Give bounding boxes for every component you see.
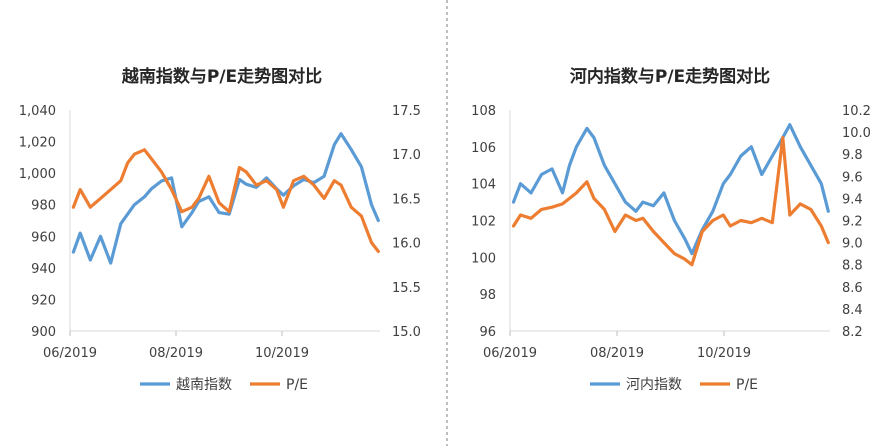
y-right-tick-label: 9.6 — [842, 170, 863, 185]
y-left-tick-label: 900 — [31, 325, 56, 340]
series-line-pe — [71, 148, 380, 253]
series-line-index — [71, 132, 380, 265]
y-right-tick-label: 8.2 — [842, 325, 863, 340]
y-right-tick-label: 10.2 — [842, 104, 871, 119]
y-right-tick-label: 9.0 — [842, 237, 863, 252]
y-right-tick-label: 8.8 — [842, 259, 863, 274]
y-left-tick-label: 100 — [471, 251, 496, 266]
legend-label: 河内指数 — [626, 377, 682, 393]
y-right-tick-label: 9.8 — [842, 148, 863, 163]
y-left-tick-label: 96 — [479, 325, 496, 340]
y-left-tick-label: 1,020 — [19, 136, 56, 151]
series-line-pe — [511, 136, 830, 267]
chart-title: 河内指数与P/E走势图对比 — [570, 66, 770, 87]
chart-title: 越南指数与P/E走势图对比 — [121, 66, 322, 87]
legend-label: P/E — [286, 377, 308, 393]
y-left-tick-label: 104 — [471, 178, 496, 193]
y-right-tick-label: 16.5 — [392, 192, 421, 207]
x-tick-label: 08/2019 — [149, 346, 203, 361]
x-tick-label: 10/2019 — [255, 346, 309, 361]
x-tick-label: 08/2019 — [590, 346, 644, 361]
y-right-tick-label: 8.4 — [842, 303, 863, 318]
y-right-tick-label: 9.4 — [842, 192, 863, 207]
y-left-tick-label: 960 — [31, 230, 56, 245]
hnx-index-chart: 河内指数与P/E走势图对比 96 98 100 102 104 106 108 8.2 8.4 8… — [471, 66, 871, 393]
y-left-tick-label: 102 — [471, 215, 496, 230]
y-left-tick-label: 940 — [31, 262, 56, 277]
y-left-tick-label: 1,000 — [19, 167, 56, 182]
x-tick-label: 06/2019 — [483, 346, 537, 361]
y-right-tick-label: 10.0 — [842, 126, 871, 141]
x-tick-label: 06/2019 — [43, 346, 97, 361]
y-left-tick-label: 108 — [471, 104, 496, 119]
y-right-tick-label: 17.0 — [392, 148, 421, 163]
vn-index-chart: 越南指数与P/E走势图对比 900 920 940 960 980 1,000 1,020 1… — [19, 66, 421, 393]
y-left-tick-label: 106 — [471, 141, 496, 156]
y-right-tick-label: 15.5 — [392, 281, 421, 296]
y-left-tick-label: 920 — [31, 293, 56, 308]
y-right-tick-label: 15.0 — [392, 325, 421, 340]
series-line-index — [511, 123, 830, 256]
y-right-tick-label: 17.5 — [392, 104, 421, 119]
y-right-tick-label: 8.6 — [842, 281, 863, 296]
legend-label: P/E — [736, 377, 758, 393]
y-right-tick-label: 9.2 — [842, 215, 863, 230]
x-tick-label: 10/2019 — [697, 346, 751, 361]
y-right-tick-label: 16.0 — [392, 237, 421, 252]
y-left-tick-label: 1,040 — [19, 104, 56, 119]
legend-label: 越南指数 — [176, 377, 232, 393]
y-left-tick-label: 98 — [479, 288, 496, 303]
y-left-tick-label: 980 — [31, 199, 56, 214]
